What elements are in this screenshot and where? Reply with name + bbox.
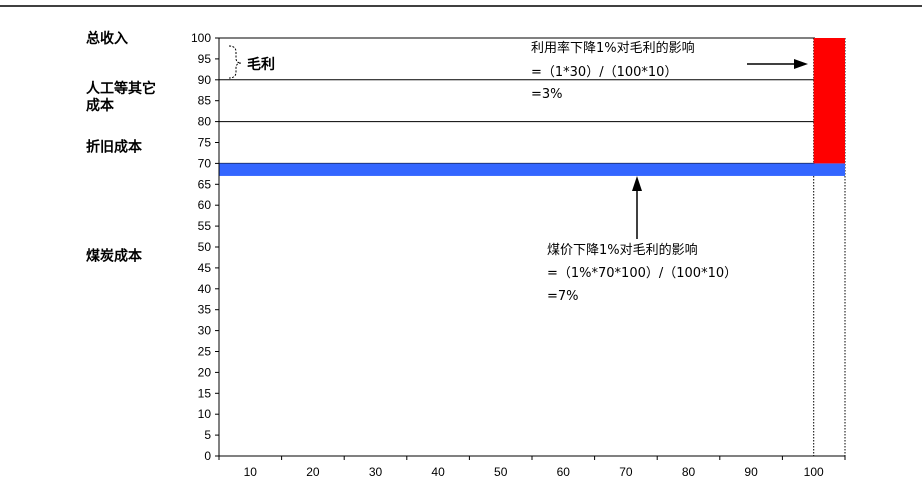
- coal-result: =7%: [547, 289, 579, 304]
- x-tick-label-60: 60: [557, 465, 571, 479]
- y-tick-label-15: 15: [198, 386, 212, 400]
- axis-layer: 0 5 10 15 20 25 30 35 40 45 50 55 60 65 70 75 80 85 90 95 10…: [191, 31, 846, 479]
- coal-formula: =（1%*70*100）/（100*10）: [547, 266, 737, 281]
- blue-band: [219, 163, 845, 176]
- margin-label: 毛利: [247, 56, 275, 73]
- y-tick-label-95: 95: [198, 52, 212, 66]
- side-label-2: 成本: [86, 97, 115, 114]
- y-tick-label-45: 45: [198, 261, 212, 275]
- coal-arrow-head: [632, 176, 642, 191]
- y-tick-label-25: 25: [198, 345, 212, 359]
- coal-title: 煤价下降1%对毛利的影响: [547, 242, 698, 258]
- side-label-4: 煤炭成本: [86, 247, 143, 264]
- y-tick-label-50: 50: [198, 240, 212, 254]
- x-tick-label-10: 10: [244, 465, 258, 479]
- x-tick-label-20: 20: [306, 465, 320, 479]
- x-tick-label-30: 30: [369, 465, 383, 479]
- x-tick-label-90: 90: [744, 465, 758, 479]
- y-tick-label-75: 75: [198, 136, 212, 150]
- side-label-1: 人工等其它: [86, 80, 156, 97]
- y-tick-label-65: 65: [198, 177, 212, 191]
- y-tick-label-0: 0: [204, 449, 211, 463]
- y-tick-label-55: 55: [198, 219, 212, 233]
- y-tick-label-60: 60: [198, 198, 212, 212]
- utilization-formula: =（1*30）/（100*10）: [531, 65, 677, 80]
- band-layer: [219, 38, 845, 176]
- red-block: [813, 38, 845, 164]
- margin-brace: [228, 45, 242, 79]
- y-tick-label-85: 85: [198, 94, 212, 108]
- x-tick-label-70: 70: [619, 465, 633, 479]
- y-tick-label-90: 90: [198, 73, 212, 87]
- x-tick-label-80: 80: [682, 465, 696, 479]
- y-tick-label-80: 80: [198, 115, 212, 129]
- utilization-arrow-head: [794, 59, 808, 69]
- y-tick-label-10: 10: [198, 407, 212, 421]
- side-label-3: 折旧成本: [86, 139, 143, 156]
- utilization-result: =3%: [531, 87, 563, 102]
- y-tick-label-40: 40: [198, 282, 212, 296]
- side-label-0: 总收入: [86, 30, 128, 47]
- y-tick-label-5: 5: [204, 428, 211, 442]
- x-tick-label-40: 40: [431, 465, 445, 479]
- y-tick-label-35: 35: [198, 303, 212, 317]
- x-tick-label-100: 100: [804, 465, 824, 479]
- y-tick-label-100: 100: [191, 31, 211, 45]
- x-tick-label-50: 50: [494, 465, 508, 479]
- y-tick-label-20: 20: [198, 365, 212, 379]
- y-tick-label-70: 70: [198, 156, 212, 170]
- y-tick-label-30: 30: [198, 324, 212, 338]
- utilization-title: 利用率下降1%对毛利的影响: [531, 40, 695, 56]
